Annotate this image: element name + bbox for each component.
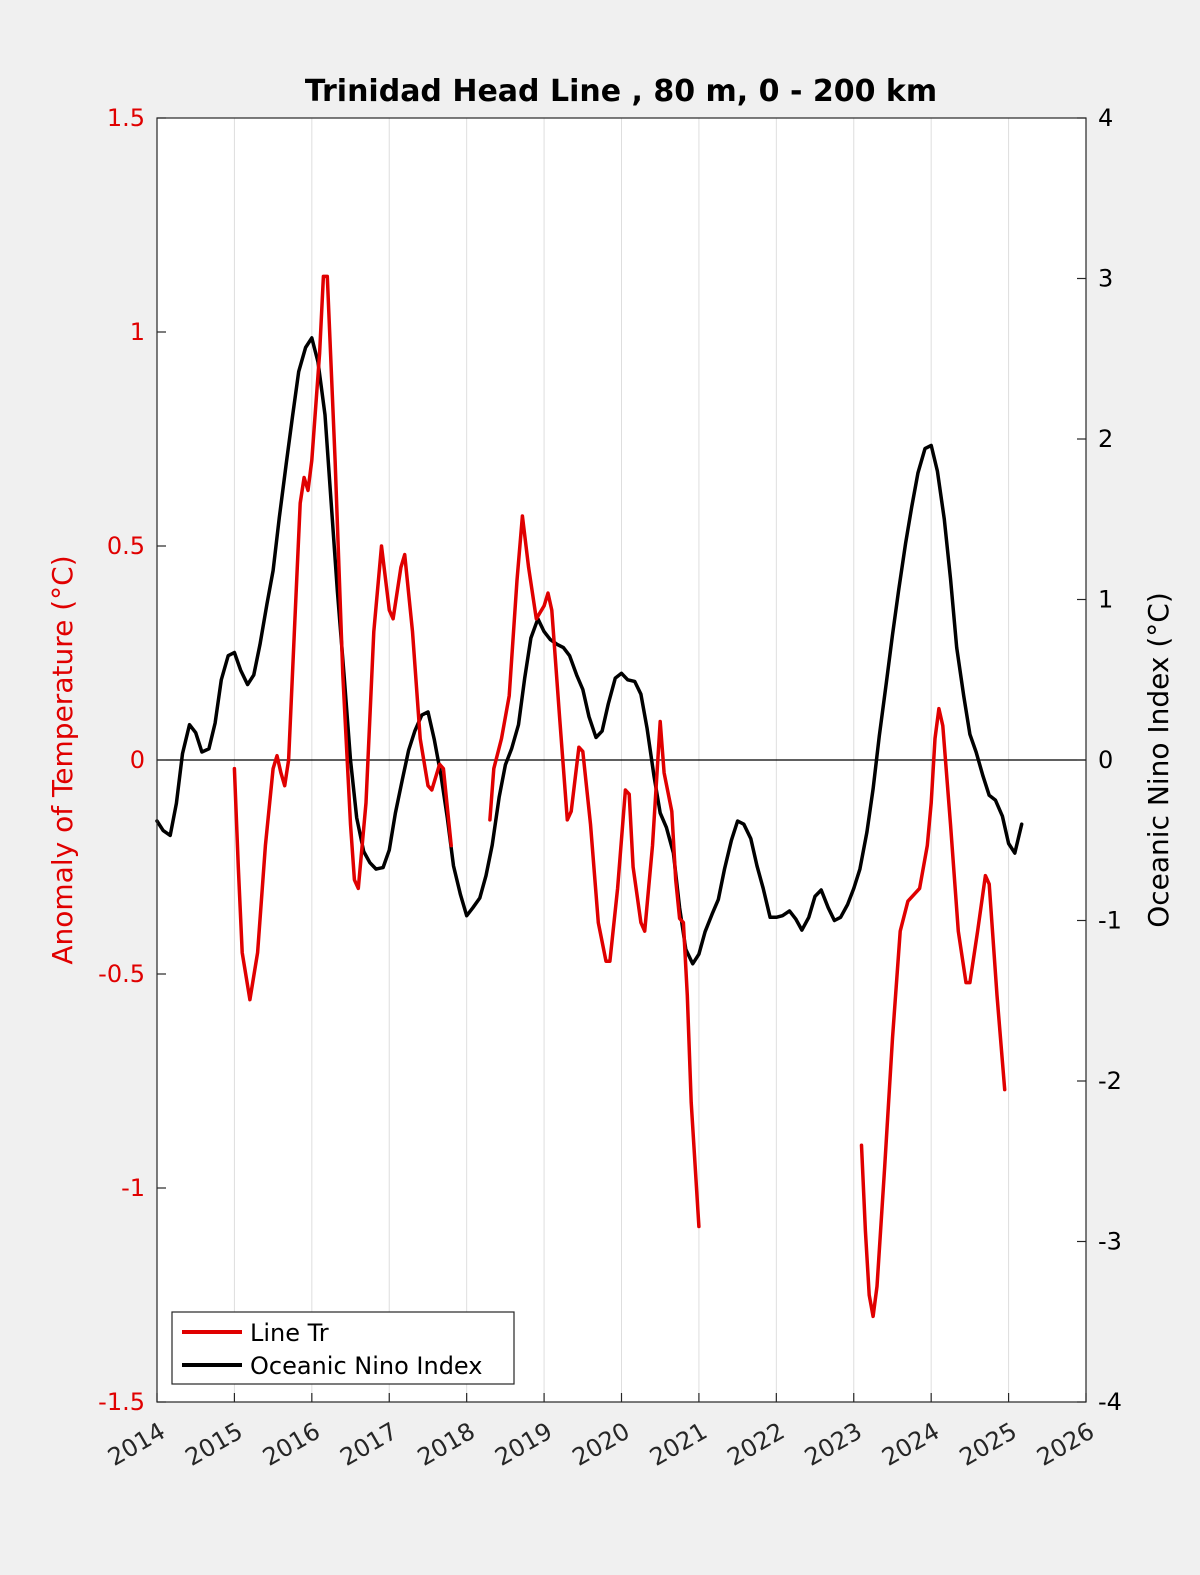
y-axis-label-right: Oceanic Nino Index (°C) bbox=[1142, 592, 1175, 928]
y-tick-label-right: 0 bbox=[1098, 746, 1113, 774]
legend-box bbox=[171, 1311, 515, 1385]
y-tick-label-left: 0.5 bbox=[107, 532, 145, 560]
x-tick-label: 2023 bbox=[800, 1417, 867, 1472]
y-tick-label-right: -4 bbox=[1098, 1388, 1122, 1416]
x-tick-label: 2026 bbox=[1032, 1417, 1099, 1472]
legend-label-line-tr: Line Tr bbox=[250, 1319, 329, 1347]
x-tick-label: 2014 bbox=[103, 1417, 170, 1472]
series-oceanic-nino-index bbox=[155, 336, 1024, 966]
y-tick-label-left: -1.5 bbox=[98, 1388, 145, 1416]
x-tick-label: 2021 bbox=[645, 1417, 712, 1472]
series-line-tr bbox=[859, 706, 1007, 1319]
y-tick-label-right: 2 bbox=[1098, 425, 1113, 453]
y-tick-label-right: -1 bbox=[1098, 907, 1122, 935]
series-line-tr bbox=[232, 274, 453, 1002]
y-tick-label-left: -0.5 bbox=[98, 960, 145, 988]
legend: Line Tr Oceanic Nino Index bbox=[171, 1311, 515, 1385]
y-tick-label-left: 0 bbox=[130, 746, 145, 774]
x-tick-label: 2015 bbox=[181, 1417, 248, 1472]
x-tick-label: 2022 bbox=[722, 1417, 789, 1472]
x-tick-label: 2018 bbox=[413, 1417, 480, 1472]
x-tick-label: 2017 bbox=[335, 1417, 402, 1472]
x-tick-label: 2025 bbox=[955, 1417, 1022, 1472]
legend-label-oni: Oceanic Nino Index bbox=[250, 1352, 482, 1380]
x-tick-label: 2016 bbox=[258, 1417, 325, 1472]
y-tick-label-right: 3 bbox=[1098, 265, 1113, 293]
x-tick-label: 2024 bbox=[877, 1417, 944, 1472]
y-tick-label-left: -1 bbox=[121, 1174, 145, 1202]
x-tick-label: 2019 bbox=[490, 1417, 557, 1472]
x-tick-label: 2020 bbox=[568, 1417, 635, 1472]
y-tick-label-right: -3 bbox=[1098, 1228, 1122, 1256]
series-line-tr bbox=[488, 514, 701, 1229]
y-tick-label-right: -2 bbox=[1098, 1067, 1122, 1095]
y-tick-label-right: 4 bbox=[1098, 104, 1113, 132]
y-axis-label-left: Anomaly of Temperature (°C) bbox=[46, 555, 79, 964]
y-tick-label-right: 1 bbox=[1098, 586, 1113, 614]
y-tick-label-left: 1.5 bbox=[107, 104, 145, 132]
chart-title: Trinidad Head Line , 80 m, 0 - 200 km bbox=[305, 74, 937, 109]
series-layer bbox=[155, 274, 1024, 1319]
y-tick-label-left: 1 bbox=[130, 318, 145, 346]
